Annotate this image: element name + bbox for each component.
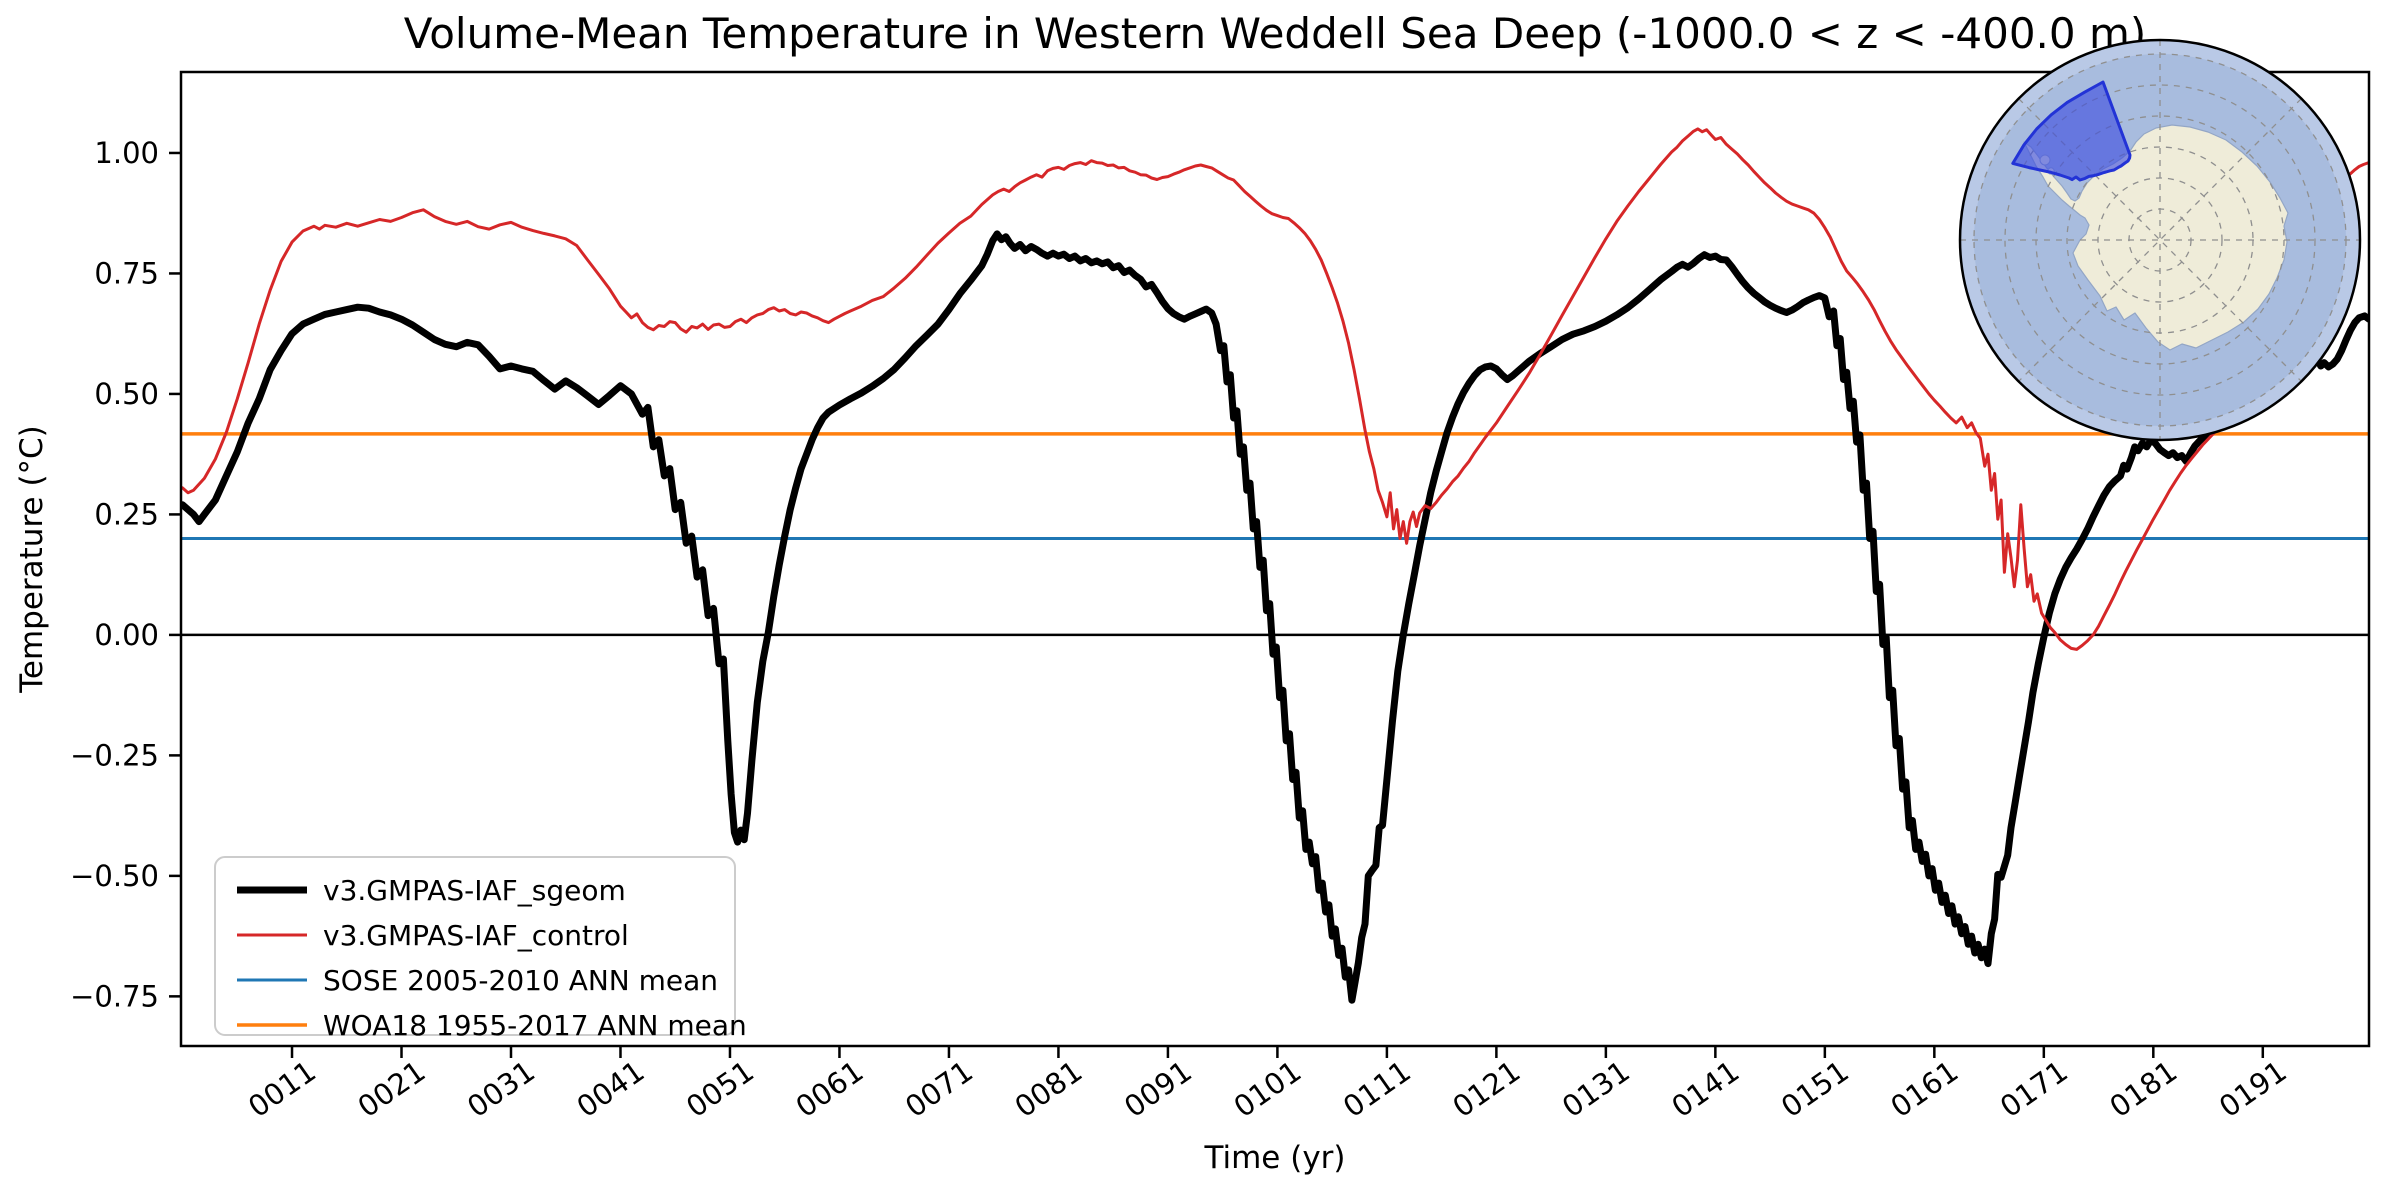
y-tick-label: 0.75 bbox=[94, 256, 159, 290]
y-tick-label: 1.00 bbox=[94, 136, 159, 170]
y-tick-label: −0.75 bbox=[70, 979, 159, 1013]
y-tick-label: −0.50 bbox=[70, 859, 159, 893]
y-axis: 1.00 0.75 0.50 0.25 0.00 −0.25 −0.50 −0.75 Tempe… bbox=[14, 136, 181, 1013]
map-rim bbox=[1958, 38, 2362, 442]
legend: v3.GMPAS-IAF_sgeom v3.GMPAS-IAF_control SO… bbox=[214, 856, 747, 1042]
series-v3-gmpas-iaf-control bbox=[181, 127, 2369, 651]
y-axis-label: Temperature (°C) bbox=[14, 425, 50, 694]
legend-item-label: v3.GMPAS-IAF_control bbox=[323, 919, 629, 952]
y-tick-label: 0.50 bbox=[94, 377, 159, 411]
inset-map-antarctica bbox=[1958, 38, 2362, 442]
plot-frame bbox=[179, 70, 2371, 1048]
chart-title: Volume-Mean Temperature in Western Wedde… bbox=[404, 9, 2147, 58]
legend-box bbox=[214, 856, 736, 1036]
legend-item-label: WOA18 1955-2017 ANN mean bbox=[323, 1009, 747, 1042]
y-tick-label: 0.25 bbox=[94, 497, 159, 531]
plot-area: 0011 0021 0031 0041 0051 0061 0071 0081 0091 0101… bbox=[14, 70, 2371, 1176]
series-group bbox=[181, 127, 2369, 1004]
y-tick-label: −0.25 bbox=[70, 738, 159, 772]
series-v3-gmpas-iaf-sgeom bbox=[181, 230, 2369, 1004]
map-graticule bbox=[1960, 40, 2360, 440]
highlight-region-western-weddell bbox=[2011, 80, 2132, 182]
legend-item-label: v3.GMPAS-IAF_sgeom bbox=[323, 874, 626, 907]
antarctica-landmass bbox=[2023, 124, 2289, 351]
y-tick-label: 0.00 bbox=[94, 618, 159, 652]
legend-item-label: SOSE 2005-2010 ANN mean bbox=[323, 964, 718, 997]
x-axis-label: Time (yr) bbox=[1204, 1140, 1346, 1176]
